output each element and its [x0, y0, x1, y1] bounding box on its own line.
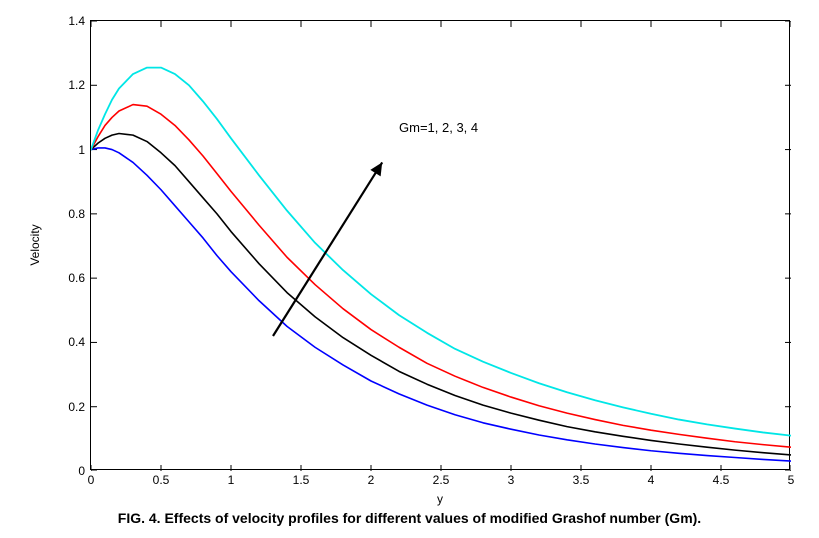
- y-tick-label: 0.8: [68, 207, 91, 221]
- y-axis-label: Velocity: [28, 224, 42, 265]
- x-tick-label: 3: [508, 469, 515, 487]
- x-tick-label: 0.5: [153, 469, 170, 487]
- y-tick-label: 1.2: [68, 78, 91, 92]
- y-tick-label: 0.2: [68, 400, 91, 414]
- figure-container: Gm=1, 2, 3, 4 00.20.40.60.811.21.400.511…: [0, 0, 819, 538]
- figure-caption: FIG. 4. Effects of velocity profiles for…: [0, 510, 819, 526]
- y-tick-label: 0.4: [68, 335, 91, 349]
- annotation-gm-label: Gm=1, 2, 3, 4: [399, 120, 478, 135]
- x-tick-label: 2: [368, 469, 375, 487]
- y-tick-label: 1.4: [68, 14, 91, 28]
- x-tick-label: 4.5: [713, 469, 730, 487]
- x-axis-label: y: [437, 492, 443, 506]
- x-tick-label: 3.5: [573, 469, 590, 487]
- x-tick-label: 1.5: [293, 469, 310, 487]
- direction-arrow-head: [370, 162, 382, 176]
- y-tick-label: 1: [78, 143, 91, 157]
- y-tick-label: 0.6: [68, 271, 91, 285]
- x-tick-label: 4: [648, 469, 655, 487]
- series-Gm2: [91, 134, 791, 455]
- x-tick-label: 1: [228, 469, 235, 487]
- direction-arrow-shaft: [273, 162, 382, 336]
- x-tick-label: 2.5: [433, 469, 450, 487]
- series-Gm1: [91, 148, 791, 461]
- x-tick-label: 5: [788, 469, 795, 487]
- series-Gm3: [91, 105, 791, 448]
- chart-svg: [91, 21, 791, 471]
- chart-plot-area: Gm=1, 2, 3, 4 00.20.40.60.811.21.400.511…: [90, 20, 790, 470]
- x-tick-label: 0: [88, 469, 95, 487]
